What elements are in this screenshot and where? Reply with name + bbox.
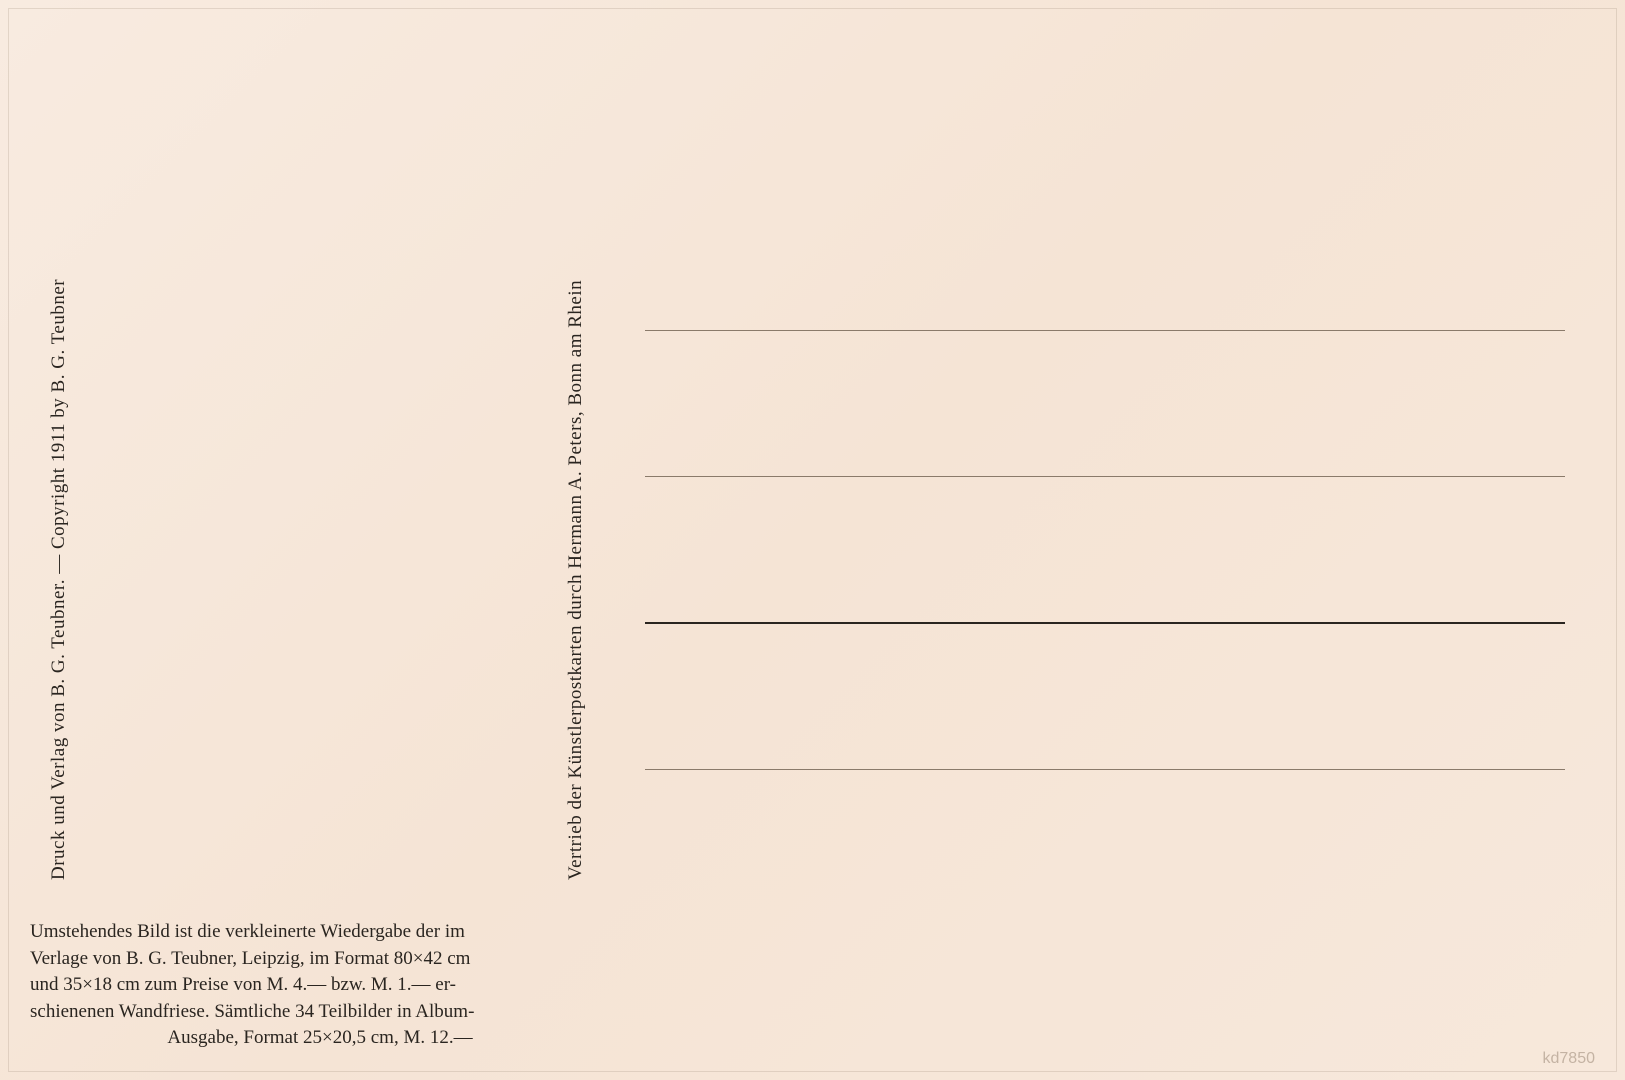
description-line-2: Verlage von B. G. Teubner, Leipzig, im F… <box>30 946 610 973</box>
address-line-4 <box>645 769 1565 770</box>
product-description: Umstehendes Bild ist die verkleinerte Wi… <box>30 919 610 1052</box>
distributor-text: Vertrieb der Künstlerpostkarten durch He… <box>565 280 587 880</box>
description-line-3: und 35×18 cm zum Preise von M. 4.— bzw. … <box>30 972 610 999</box>
address-line-1 <box>645 330 1565 331</box>
publisher-text: Druck und Verlag von B. G. Teubner. — Co… <box>48 279 70 880</box>
postcard-back: Druck und Verlag von B. G. Teubner. — Co… <box>0 0 1625 1080</box>
publisher-imprint-vertical: Druck und Verlag von B. G. Teubner. — Co… <box>48 30 70 880</box>
address-area <box>645 330 1565 915</box>
description-line-1: Umstehendes Bild ist die verkleinerte Wi… <box>30 919 610 946</box>
address-line-3-thick <box>645 622 1565 624</box>
description-line-5: Ausgabe, Format 25×20,5 cm, M. 12.— <box>30 1025 610 1052</box>
description-line-4: schienenen Wandfriese. Sämtliche 34 Teil… <box>30 999 610 1026</box>
distributor-imprint-vertical: Vertrieb der Künstlerpostkarten durch He… <box>565 30 587 880</box>
address-line-2 <box>645 476 1565 477</box>
watermark-id: kd7850 <box>1543 1050 1596 1068</box>
